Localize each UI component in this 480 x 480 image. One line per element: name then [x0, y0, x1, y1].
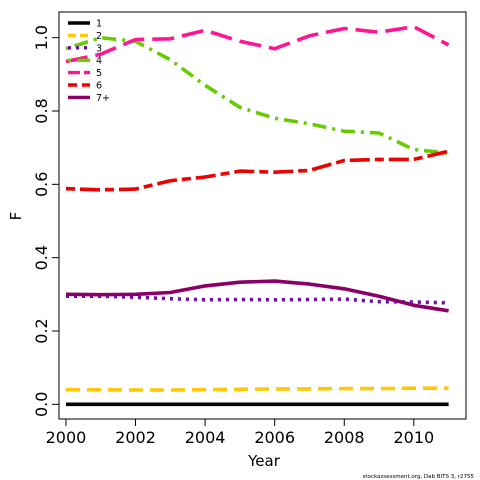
legend-label: 3: [96, 43, 102, 54]
x-axis-title: Year: [247, 452, 281, 470]
x-tick-label: 2002: [115, 428, 156, 447]
series-line-4: [65, 35, 449, 155]
series-line-7: [65, 279, 449, 313]
credit-text: stockassessment.org, Dab BITS 3, r2755: [363, 474, 475, 480]
series-line-5: [65, 24, 450, 64]
y-tick-label: 0.4: [32, 245, 51, 270]
legend-label: 6: [96, 81, 102, 92]
series-line-2: [66, 386, 449, 392]
legend-label: 7+: [96, 93, 110, 104]
y-tick-label: 0.2: [32, 318, 51, 343]
y-axis-title: F: [7, 212, 25, 221]
legend: 123 45 67+: [68, 19, 110, 104]
x-tick-label: 2010: [393, 428, 434, 447]
y-tick-label: 0.6: [32, 172, 51, 197]
legend-label: 4: [96, 56, 102, 67]
legend-label: 5: [96, 68, 102, 79]
y-tick-label: 0.8: [32, 98, 51, 123]
x-tick-label: 2004: [185, 428, 226, 447]
series-line-6: [65, 149, 450, 192]
x-axis: 2000 2002 2004 2006 2008 2010: [46, 418, 434, 447]
x-tick-label: 2000: [46, 428, 87, 447]
y-tick-label: 1.0: [32, 25, 51, 50]
y-tick-label: 0.0: [32, 392, 51, 417]
legend-label: 1: [96, 19, 102, 30]
legend-label: 2: [96, 31, 102, 42]
x-tick-label: 2006: [254, 428, 295, 447]
y-axis: 0.0 0.2 0.4 0.6 0.8 1.0: [32, 25, 60, 417]
x-tick-label: 2008: [324, 428, 365, 447]
series-layer: [65, 24, 450, 407]
